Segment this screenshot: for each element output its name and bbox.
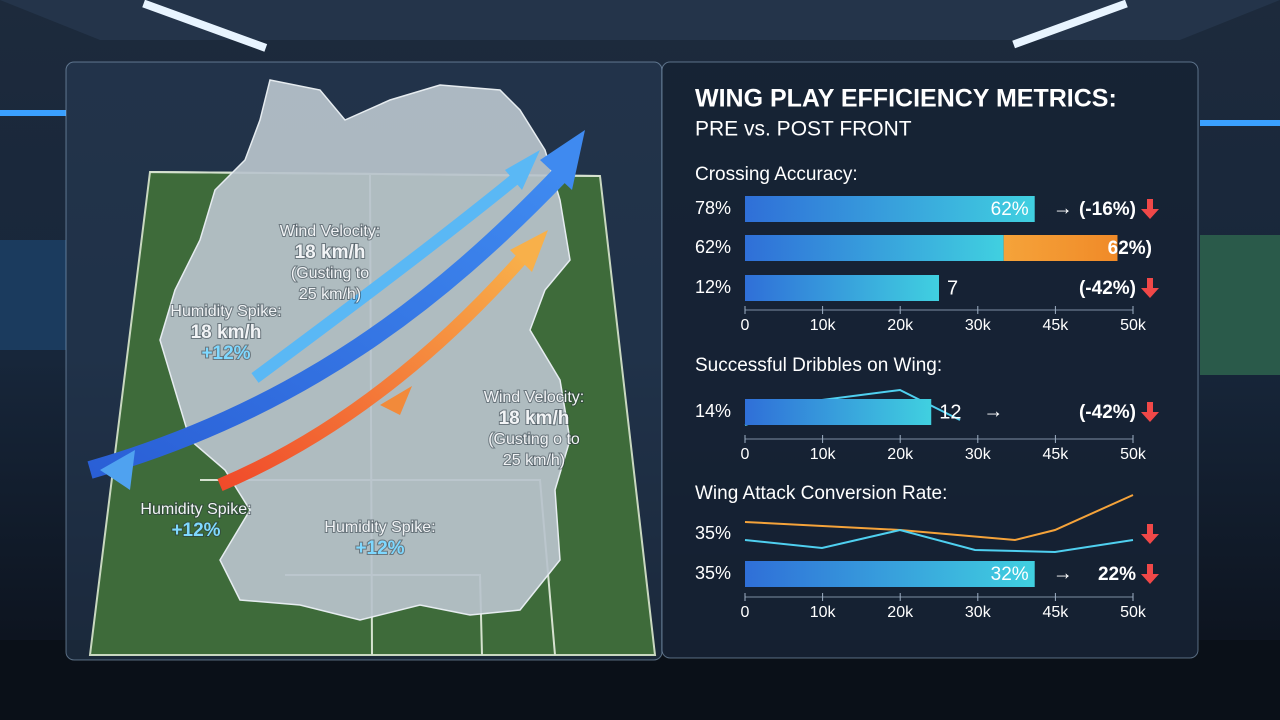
tick-label: 20k <box>887 317 914 334</box>
tick-label: 45k <box>1043 446 1070 463</box>
annotation-text: +12% <box>171 520 220 541</box>
annotation-text: Humidity Spike: <box>324 519 435 536</box>
side-screen <box>1200 235 1280 375</box>
bar-label: 7 <box>947 277 958 299</box>
annotation-text: +12% <box>201 343 250 364</box>
bar-segment <box>745 399 932 425</box>
tick-label: 0 <box>741 604 750 621</box>
trend-down-icon <box>1141 278 1159 298</box>
section-title: Crossing Accuracy: <box>695 164 858 185</box>
tick-label: 20k <box>887 604 914 621</box>
change-arrow: → <box>983 400 1003 422</box>
tick-label: 0 <box>741 446 750 463</box>
row-label: 35% <box>695 523 731 543</box>
tick-label: 50k <box>1120 604 1147 621</box>
tick-label: 45k <box>1043 317 1070 334</box>
change-arrow: → <box>1053 562 1073 584</box>
trend-line <box>744 494 1134 542</box>
tick-label: 30k <box>965 317 992 334</box>
trend-down-icon <box>1141 199 1159 219</box>
trend-down-icon <box>1141 402 1159 422</box>
annotation-text: 25 km/h) <box>299 286 361 303</box>
tick-label: 30k <box>965 446 992 463</box>
row-label: 12% <box>695 277 731 297</box>
annotation-text: (Gusting o to <box>488 431 580 448</box>
row-label: 14% <box>695 401 731 421</box>
tick-label: 30k <box>965 604 992 621</box>
humidity-arrow <box>217 250 530 491</box>
tick-label: 0 <box>741 317 750 334</box>
bar-label: 12 <box>939 401 961 423</box>
change-value: 62%) <box>1108 238 1152 259</box>
tick-label: 10k <box>810 446 837 463</box>
panel-subtitle: PRE vs. POST FRONT <box>695 118 912 141</box>
bar-segment <box>745 561 1035 587</box>
annotation-text: 18 km/h <box>191 322 262 343</box>
change-value: (-42%) <box>1079 402 1136 423</box>
ceiling <box>0 0 1280 40</box>
neon-strip <box>1200 120 1280 126</box>
ceiling-light <box>142 0 268 52</box>
humidity-arrowhead <box>380 386 412 415</box>
annotation-text: Wind Velocity: <box>280 223 380 240</box>
wind-arrowhead <box>505 150 540 190</box>
annotation-text: Humidity Spike: <box>140 501 251 518</box>
annotation-text: 25 km/h) <box>503 452 565 469</box>
change-value: 22% <box>1098 564 1136 585</box>
humidity-arrowhead <box>510 230 548 272</box>
bar-segment <box>745 196 1035 222</box>
annotation-text: +12% <box>355 538 404 559</box>
bar-segment <box>745 235 1004 261</box>
change-value: (-16%) <box>1079 199 1136 220</box>
neon-strip <box>0 110 66 116</box>
tick-label: 10k <box>810 604 837 621</box>
row-label: 35% <box>695 563 731 583</box>
row-label: 78% <box>695 198 731 218</box>
annotation-text: 18 km/h <box>295 242 366 263</box>
metrics: Crossing Accuracy: 0 10k 20k 30k 45k 50k 78% 62%… <box>695 164 1159 621</box>
bar-segment <box>1003 235 1118 261</box>
tick-label: 50k <box>1120 317 1147 334</box>
trend-line <box>744 528 1134 554</box>
wind-arrow <box>87 168 567 479</box>
tick-label: 45k <box>1043 604 1070 621</box>
annotation-text: Humidity Spike: <box>170 303 281 320</box>
panel-title: WING PLAY EFFICIENCY METRICS: <box>695 85 1117 113</box>
side-screen <box>0 240 66 350</box>
annotation-text: 18 km/h <box>499 408 570 429</box>
ceiling-light <box>1012 0 1128 49</box>
map-annotations: Wind Velocity: 18 km/h (Gusting to 25 km/h)… <box>139 222 585 560</box>
annotation-text: (Gusting to <box>291 265 369 282</box>
trend-down-icon <box>1141 524 1159 544</box>
trend-down-icon <box>1141 564 1159 584</box>
bar-label: 62% <box>991 199 1029 220</box>
change-arrow: → <box>1053 197 1073 219</box>
bar-segment <box>745 275 939 301</box>
section-title: Successful Dribbles on Wing: <box>695 355 942 376</box>
bar-label: 32% <box>991 564 1029 585</box>
change-value: (-42%) <box>1079 278 1136 299</box>
annotation-text: Wind Velocity: <box>484 389 584 406</box>
wind-arrow <box>251 170 524 383</box>
section-title: Wing Attack Conversion Rate: <box>695 483 947 504</box>
tick-label: 50k <box>1120 446 1147 463</box>
tick-label: 20k <box>887 446 914 463</box>
tick-label: 10k <box>810 317 837 334</box>
row-label: 62% <box>695 237 731 257</box>
wind-arrowhead <box>540 130 585 190</box>
wind-arrowhead <box>100 450 135 490</box>
